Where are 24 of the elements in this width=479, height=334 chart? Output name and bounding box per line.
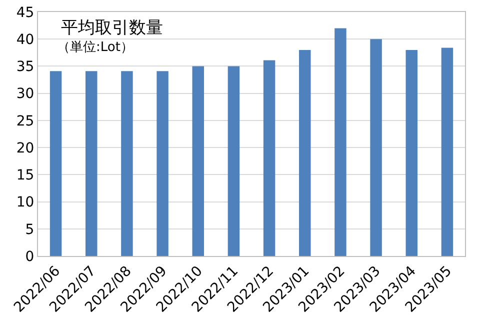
bar bbox=[406, 50, 418, 256]
y-tick-label: 45 bbox=[16, 4, 34, 21]
bar bbox=[370, 39, 382, 256]
bar bbox=[192, 66, 204, 256]
y-tick-label: 15 bbox=[16, 168, 34, 184]
bar bbox=[334, 28, 346, 256]
y-tick-label: 10 bbox=[16, 194, 34, 211]
y-tick-label: 35 bbox=[16, 59, 34, 76]
bar bbox=[263, 60, 276, 256]
bar bbox=[299, 50, 311, 256]
y-tick-label: 20 bbox=[16, 140, 34, 156]
y-tick-label: 25 bbox=[16, 113, 34, 130]
y-tick-label: 30 bbox=[16, 86, 34, 102]
bar bbox=[50, 71, 62, 256]
bar bbox=[121, 71, 133, 256]
bar bbox=[441, 48, 454, 256]
y-tick-label: 5 bbox=[25, 222, 34, 238]
bar bbox=[156, 71, 168, 256]
text: （単位:Lot） bbox=[57, 40, 134, 55]
bar bbox=[228, 66, 240, 256]
bar bbox=[86, 71, 98, 256]
chart-title: 平均取引数量 bbox=[61, 18, 163, 38]
y-tick-label: 40 bbox=[16, 32, 34, 48]
y-tick-label: 0 bbox=[25, 248, 34, 265]
